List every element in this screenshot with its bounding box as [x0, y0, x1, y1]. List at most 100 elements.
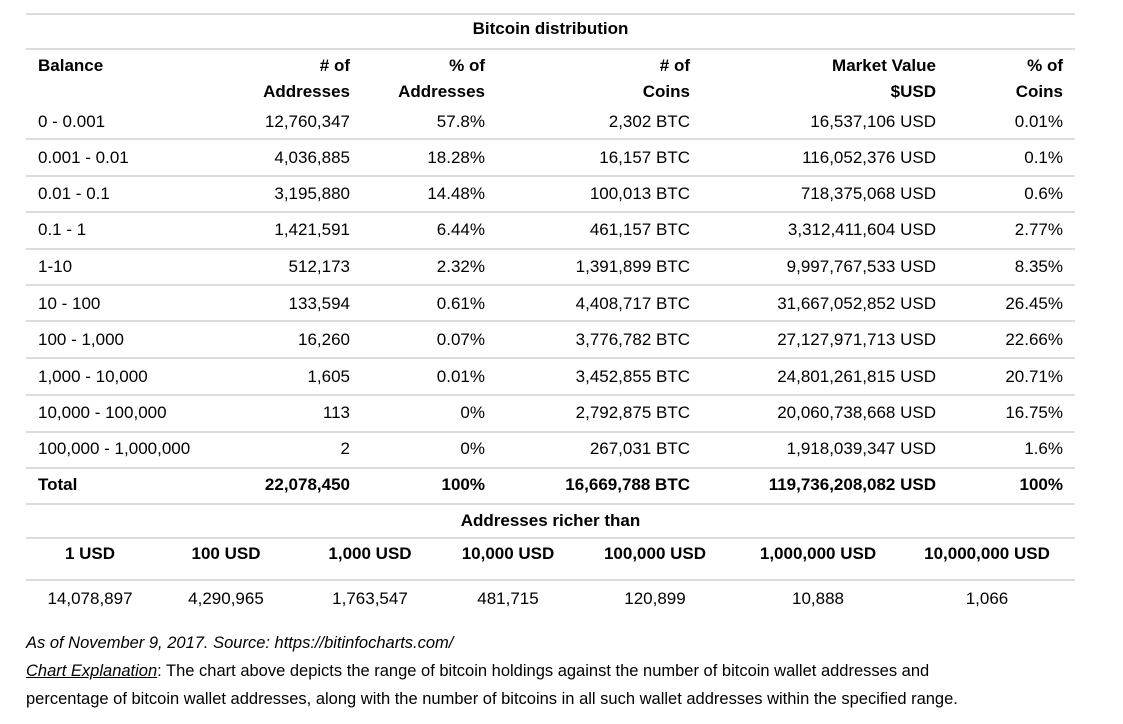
row-divider — [26, 211, 1075, 213]
row-divider — [26, 248, 1075, 250]
cell-balance: 100 - 1,000 — [38, 330, 125, 349]
richer-title: Addresses richer than — [460, 511, 641, 530]
cell-pct-coins: 0.1% — [1024, 148, 1063, 167]
cell-balance: 1-10 — [38, 257, 73, 276]
richer-value: 120,899 — [624, 589, 686, 608]
cell-pct-coins: 22.66% — [1005, 330, 1063, 349]
row-divider — [26, 467, 1075, 469]
cell-market-value: 3,312,411,604 USD — [787, 220, 936, 239]
richer-header: 10,000,000 USD — [924, 544, 1050, 563]
cell-pct-addresses: 0% — [460, 439, 485, 458]
title-divider — [26, 48, 1075, 50]
total-label: Total — [38, 475, 78, 494]
cell-balance: 100,000 - 1,000,000 — [38, 439, 191, 458]
cell-pct-addresses: 6.44% — [436, 220, 485, 239]
cell-coins: 2,302 BTC — [608, 112, 690, 131]
richer-header: 1,000,000 USD — [759, 544, 877, 563]
row-divider — [26, 175, 1075, 177]
cell-pct-coins: 16.75% — [1005, 403, 1063, 422]
cell-balance: 0.1 - 1 — [38, 220, 87, 239]
richer-header: 1 USD — [64, 544, 116, 563]
cell-addresses: 512,173 — [288, 257, 350, 276]
cell-balance: 1,000 - 10,000 — [38, 367, 148, 386]
cell-coins: 16,157 BTC — [599, 148, 690, 167]
cell-balance: 10 - 100 — [38, 294, 101, 313]
header-market-value-line2: $USD — [890, 82, 936, 101]
cell-market-value: 116,052,376 USD — [802, 148, 936, 167]
cell-pct-coins: 0.6% — [1024, 184, 1063, 203]
explanation-text: : The chart above depicts the range of b… — [157, 662, 930, 680]
cell-coins: 100,013 BTC — [589, 184, 690, 203]
cell-addresses: 3,195,880 — [274, 184, 350, 203]
richer-header: 100 USD — [191, 544, 261, 563]
richer-value: 14,078,897 — [47, 589, 133, 608]
row-divider — [26, 431, 1075, 433]
header-pct-coins-line1: % of — [1027, 56, 1063, 75]
cell-pct-addresses: 57.8% — [436, 112, 485, 131]
row-divider — [26, 284, 1075, 286]
cell-pct-coins: 1.6% — [1024, 439, 1063, 458]
row-divider — [26, 357, 1075, 359]
cell-market-value: 9,997,767,533 USD — [786, 257, 936, 276]
header-addresses-line2: Addresses — [263, 82, 350, 101]
table-top-border — [26, 13, 1075, 15]
cell-coins: 267,031 BTC — [589, 439, 690, 458]
cell-pct-coins: 26.45% — [1005, 294, 1063, 313]
total-addresses: 22,078,450 — [264, 475, 350, 494]
cell-addresses: 12,760,347 — [264, 112, 350, 131]
total-divider — [26, 503, 1075, 505]
cell-pct-coins: 0.01% — [1014, 112, 1063, 131]
cell-pct-coins: 20.71% — [1005, 367, 1063, 386]
richer-value: 1,066 — [965, 589, 1009, 608]
richer-value: 1,763,547 — [332, 589, 408, 608]
header-pct-addresses-line1: % of — [449, 56, 485, 75]
cell-market-value: 16,537,106 USD — [810, 112, 936, 131]
cell-pct-coins: 8.35% — [1014, 257, 1063, 276]
richer-header: 1,000 USD — [328, 544, 412, 563]
cell-balance: 0 - 0.001 — [38, 112, 106, 131]
cell-addresses: 133,594 — [288, 294, 350, 313]
header-pct-coins-line2: Coins — [1015, 82, 1063, 101]
header-market-value-line1: Market Value — [832, 56, 936, 75]
cell-balance: 10,000 - 100,000 — [38, 403, 167, 422]
cell-market-value: 20,060,738,668 USD — [777, 403, 936, 422]
header-balance: Balance — [38, 56, 104, 75]
table-title: Bitcoin distribution — [472, 19, 629, 38]
total-coins: 16,669,788 BTC — [565, 475, 690, 494]
cell-pct-addresses: 0.61% — [436, 294, 485, 313]
header-coins-line1: # of — [659, 56, 690, 75]
cell-pct-addresses: 0% — [460, 403, 485, 422]
cell-market-value: 31,667,052,852 USD — [777, 294, 936, 313]
cell-addresses: 16,260 — [298, 330, 350, 349]
cell-addresses: 4,036,885 — [274, 148, 350, 167]
row-divider — [26, 394, 1075, 396]
cell-pct-addresses: 0.01% — [436, 367, 485, 386]
richer-value: 10,888 — [792, 589, 844, 608]
richer-value: 4,290,965 — [188, 589, 264, 608]
explanation-label: Chart Explanation — [26, 662, 158, 680]
richer-value: 481,715 — [477, 589, 539, 608]
cell-coins: 2,792,875 BTC — [575, 403, 690, 422]
cell-addresses: 113 — [322, 403, 350, 422]
cell-coins: 461,157 BTC — [589, 220, 690, 239]
cell-coins: 3,776,782 BTC — [575, 330, 690, 349]
cell-addresses: 1,421,591 — [274, 220, 350, 239]
cell-market-value: 718,375,068 USD — [800, 184, 936, 203]
richer-title-divider — [26, 537, 1075, 539]
cell-pct-addresses: 0.07% — [436, 330, 485, 349]
cell-pct-addresses: 2.32% — [436, 257, 485, 276]
richer-header: 10,000 USD — [461, 544, 555, 563]
row-divider — [26, 320, 1075, 322]
cell-addresses: 2 — [340, 439, 350, 458]
richer-header: 100,000 USD — [603, 544, 707, 563]
total-pct-addresses: 100% — [441, 475, 485, 494]
cell-market-value: 27,127,971,713 USD — [777, 330, 936, 349]
cell-addresses: 1,605 — [307, 367, 350, 386]
cell-coins: 3,452,855 BTC — [575, 367, 690, 386]
header-addresses-line1: # of — [319, 56, 350, 75]
source-note: As of November 9, 2017. Source: https://… — [26, 634, 454, 652]
cell-balance: 0.01 - 0.1 — [38, 184, 110, 203]
cell-coins: 4,408,717 BTC — [575, 294, 690, 313]
row-divider — [26, 138, 1075, 140]
explanation-line-1: Chart Explanation: The chart above depic… — [26, 661, 929, 681]
